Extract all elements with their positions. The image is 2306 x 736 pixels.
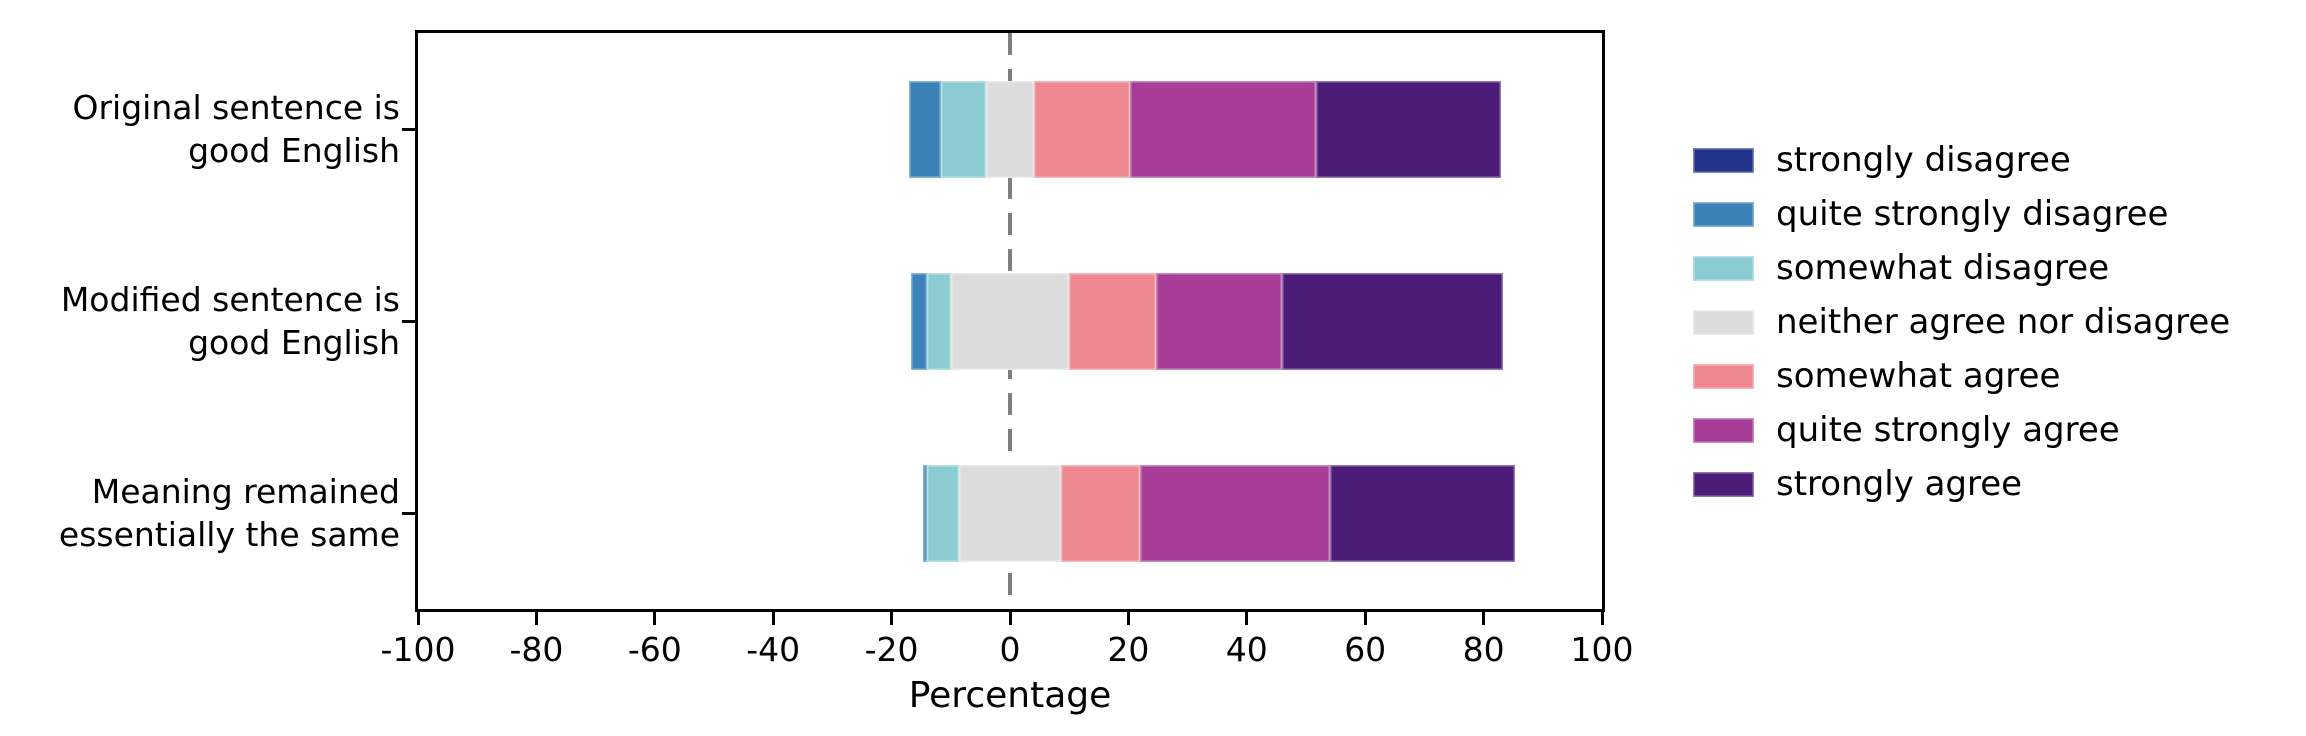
x-tick-label: 0 (999, 630, 1021, 669)
x-axis-tick (1482, 612, 1486, 625)
x-axis-tick (534, 612, 538, 625)
x-axis-tick (890, 612, 894, 625)
bar-segment (1282, 272, 1504, 370)
legend-item: strongly disagree (1693, 133, 2230, 187)
bar-segment (985, 80, 1035, 178)
bar-segment (922, 464, 927, 562)
y-axis-tick (402, 511, 415, 515)
y-axis-tick (402, 127, 415, 131)
legend-label: neither agree nor disagree (1776, 302, 2231, 342)
x-tick-label: 40 (1225, 630, 1268, 669)
bar-segment (1069, 272, 1156, 370)
x-tick-label: -60 (627, 630, 682, 669)
x-axis-tick (771, 612, 775, 625)
bar-segment (1139, 464, 1330, 562)
bar-segment (950, 272, 1070, 370)
x-tick-label: -20 (864, 630, 919, 669)
legend-color-swatch (1693, 417, 1754, 443)
bar-segment (1061, 464, 1140, 562)
legend-color-swatch (1693, 201, 1754, 227)
x-tick-label: -100 (380, 630, 456, 669)
x-axis-tick (1245, 612, 1249, 625)
y-axis-tick (402, 319, 415, 323)
y-category-label: Meaning remained essentially the same (58, 472, 400, 554)
x-axis-tick (1363, 612, 1367, 625)
bar-segment (1034, 80, 1130, 178)
legend-color-swatch (1693, 309, 1754, 335)
x-tick-label: 20 (1107, 630, 1150, 669)
bar-segment (908, 80, 941, 178)
legend-color-swatch (1693, 363, 1754, 389)
legend-item: somewhat agree (1693, 349, 2230, 403)
legend-label: strongly agree (1776, 464, 2023, 504)
legend-label: strongly disagree (1776, 140, 2071, 180)
x-axis-tick (1600, 612, 1604, 625)
plot-area: Percentage -100 -80 -60 -40 -20 0 20 40 60 80 100 (381, 33, 1634, 716)
bar-segment (927, 272, 951, 370)
bar-segment (1329, 464, 1516, 562)
x-tick-label: -80 (509, 630, 564, 669)
x-axis-label: Percentage (908, 675, 1112, 716)
legend-item: quite strongly disagree (1693, 187, 2230, 241)
bar-segment (926, 464, 959, 562)
legend-color-swatch (1693, 255, 1754, 281)
bar-segment (911, 272, 928, 370)
bar-segment (940, 80, 986, 178)
legend-item: strongly agree (1693, 457, 2230, 511)
x-axis-tick (416, 612, 420, 625)
bar-segment (1155, 272, 1283, 370)
legend-color-swatch (1693, 147, 1754, 173)
y-category-label: Original sentence is good English (72, 88, 401, 170)
legend-label: quite strongly disagree (1776, 194, 2169, 234)
x-axis-tick (653, 612, 657, 625)
legend: strongly disagree quite strongly disagree… (1693, 133, 2230, 511)
legend-label: quite strongly agree (1776, 410, 2120, 450)
legend-item: somewhat disagree (1693, 241, 2230, 295)
legend-item: quite strongly agree (1693, 403, 2230, 457)
x-axis-tick (1126, 612, 1130, 625)
y-category-label: Modified sentence is good English (60, 280, 400, 362)
x-axis-tick (1008, 612, 1012, 625)
legend-label: somewhat agree (1776, 356, 2061, 396)
x-tick-label: 100 (1570, 630, 1634, 669)
bar-segment (958, 464, 1062, 562)
legend-color-swatch (1693, 471, 1754, 497)
x-tick-label: 60 (1344, 630, 1387, 669)
x-tick-label: -40 (746, 630, 801, 669)
bar-segment (1316, 80, 1501, 178)
legend-item: neither agree nor disagree (1693, 295, 2230, 349)
x-tick-label: 80 (1462, 630, 1505, 669)
legend-label: somewhat disagree (1776, 248, 2110, 288)
bar-segment (1129, 80, 1317, 178)
